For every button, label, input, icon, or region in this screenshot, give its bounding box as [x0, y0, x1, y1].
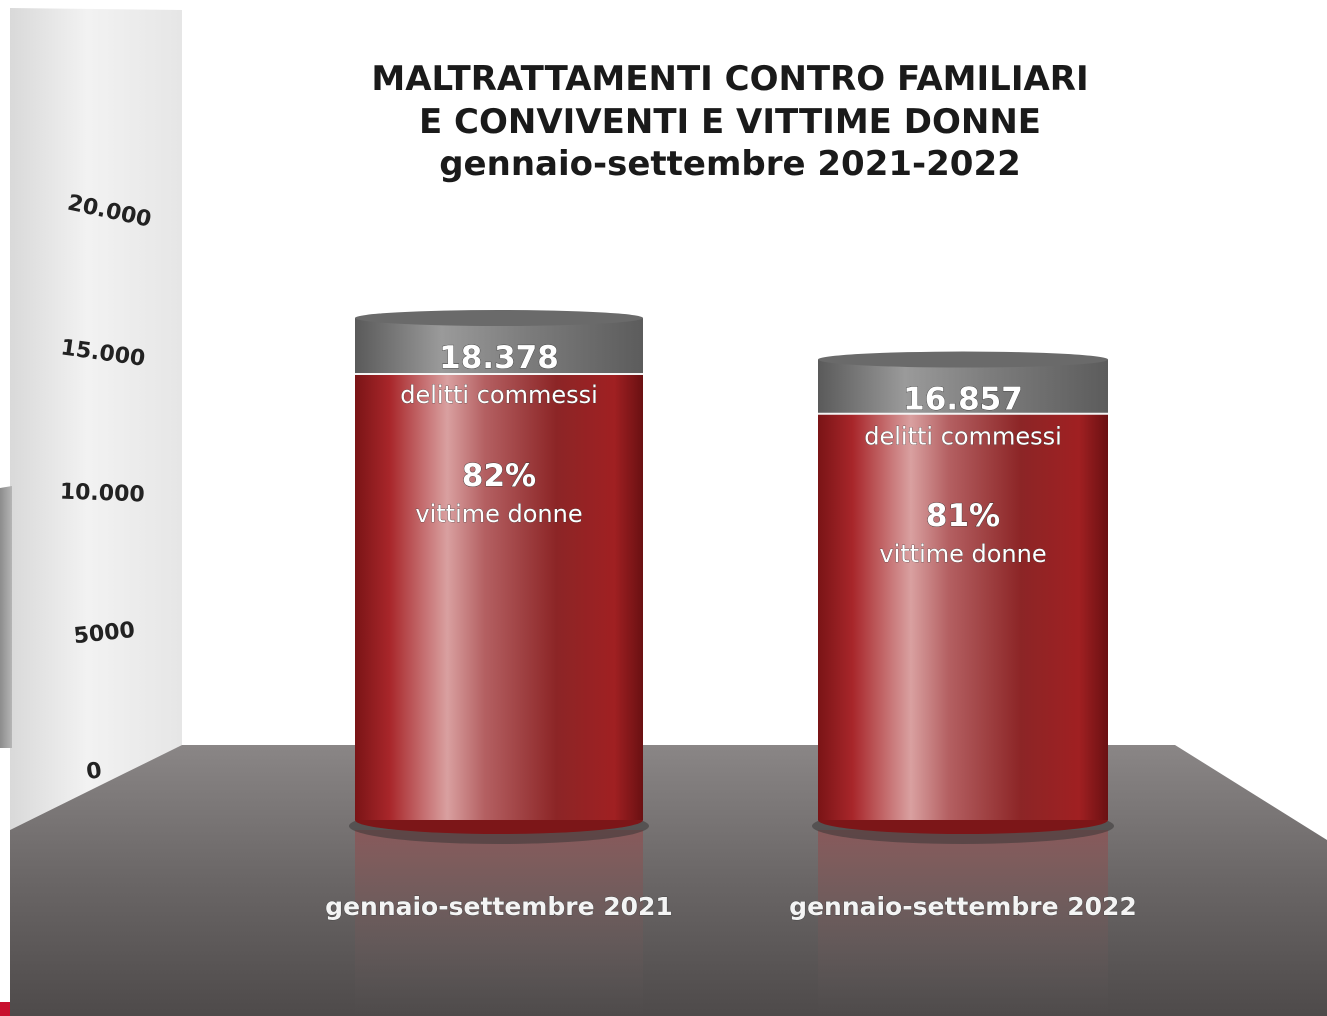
corner-mark [0, 1002, 10, 1016]
bar-reflection [818, 830, 1108, 1016]
category-label: gennaio-settembre 2022 [789, 892, 1137, 921]
bar-reflection [355, 830, 643, 1016]
bar-women-segment [818, 413, 1108, 820]
bar-percent-sublabel: vittime donne [879, 540, 1046, 568]
bars: 18.378 delitti commessi 82% vittime donne ge… [325, 310, 1137, 1016]
left-edge-panel [0, 486, 12, 748]
title-line-2: E CONVIVENTI E VITTIME DONNE [419, 102, 1041, 142]
floor [10, 745, 1327, 1016]
bar-2: 16.857 delitti commessi 81% vittime donne ge… [789, 351, 1137, 1016]
axis-wall [10, 8, 182, 830]
bar-value-label: 16.857 [903, 382, 1023, 418]
bar-base-band [818, 780, 1108, 820]
bar-total-segment [818, 359, 1108, 414]
title-line-1: MALTRATTAMENTI CONTRO FAMILIARI [371, 59, 1088, 99]
bar-1: 18.378 delitti commessi 82% vittime donne ge… [325, 310, 673, 1016]
bar-percent-label: 82% [462, 458, 536, 494]
bar-value-sublabel: delitti commessi [864, 423, 1062, 451]
category-label: gennaio-settembre 2021 [325, 892, 673, 921]
bar-value-label: 18.378 [439, 340, 559, 376]
bar-women-segment [355, 374, 643, 820]
y-tick-label: 10.000 [59, 480, 145, 508]
y-tick-label: 0 [85, 758, 104, 785]
bar-top-ellipse [355, 310, 643, 326]
bar-total-segment [355, 318, 643, 375]
bar-value-sublabel: delitti commessi [400, 381, 598, 409]
bar-base-band [355, 780, 643, 820]
title-line-3: gennaio-settembre 2021-2022 [439, 144, 1021, 184]
bar-percent-sublabel: vittime donne [415, 500, 582, 528]
bar-percent-label: 81% [926, 498, 1000, 534]
bar-top-ellipse [818, 351, 1108, 368]
